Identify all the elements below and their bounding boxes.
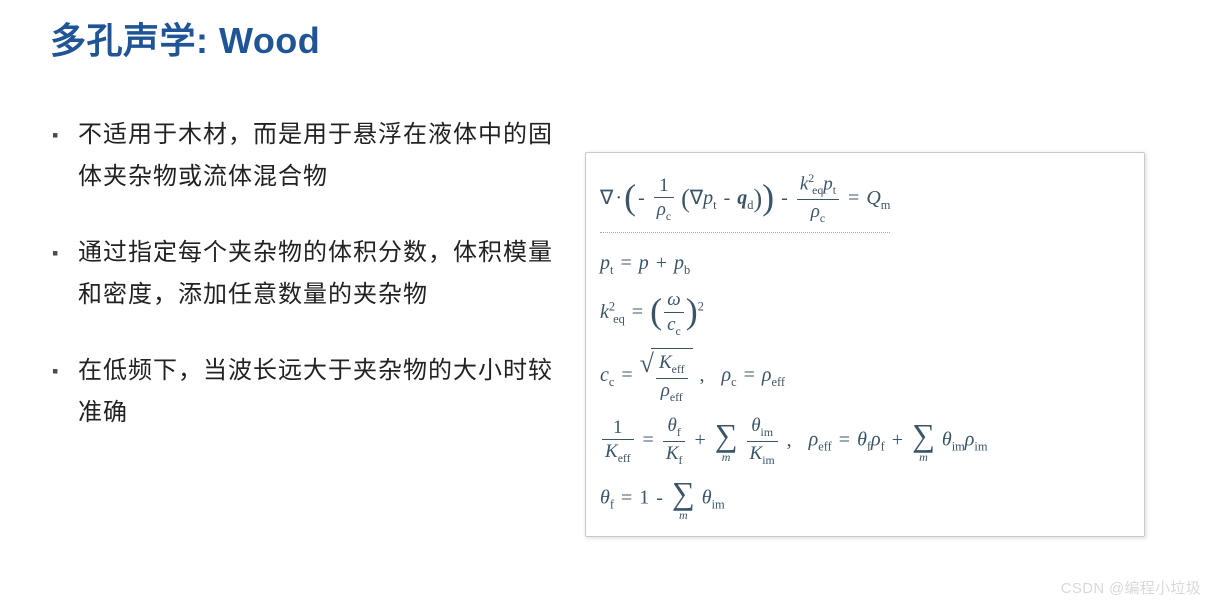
bullet-column: 不适用于木材，而是用于悬浮在液体中的固体夹杂物或流体混合物 通过指定每个夹杂物的…	[50, 92, 555, 604]
bullet-list: 不适用于木材，而是用于悬浮在液体中的固体夹杂物或流体混合物 通过指定每个夹杂物的…	[50, 114, 555, 434]
equation-pt: pt = p + pb	[600, 251, 1130, 279]
equation-governing: ∇·(- 1ρc (∇pt - qd)) - k2eqpt ρc = Qm	[600, 172, 890, 233]
equation-box: ∇·(- 1ρc (∇pt - qd)) - k2eqpt ρc = Qm pt…	[585, 152, 1145, 537]
watermark: CSDN @编程小垃圾	[1061, 577, 1201, 598]
list-item: 在低频下，当波长远大于夹杂物的大小时较准确	[50, 350, 555, 434]
list-item: 通过指定每个夹杂物的体积分数，体积模量和密度，添加任意数量的夹杂物	[50, 232, 555, 316]
list-item: 不适用于木材，而是用于悬浮在液体中的固体夹杂物或流体混合物	[50, 114, 555, 198]
equation-cc: cc = Keffρeff , ρc = ρeff	[600, 348, 1130, 405]
slide-title: 多孔声学: Wood	[50, 12, 1181, 64]
equation-theta-f: θf = 1 - ∑m θim	[600, 477, 1130, 521]
equation-keff: 1Keff = θfKf + ∑m θimKim , ρeff = θfρf +…	[600, 414, 1130, 468]
equation-keq: k2eq = (ωcc)2	[600, 288, 1130, 339]
